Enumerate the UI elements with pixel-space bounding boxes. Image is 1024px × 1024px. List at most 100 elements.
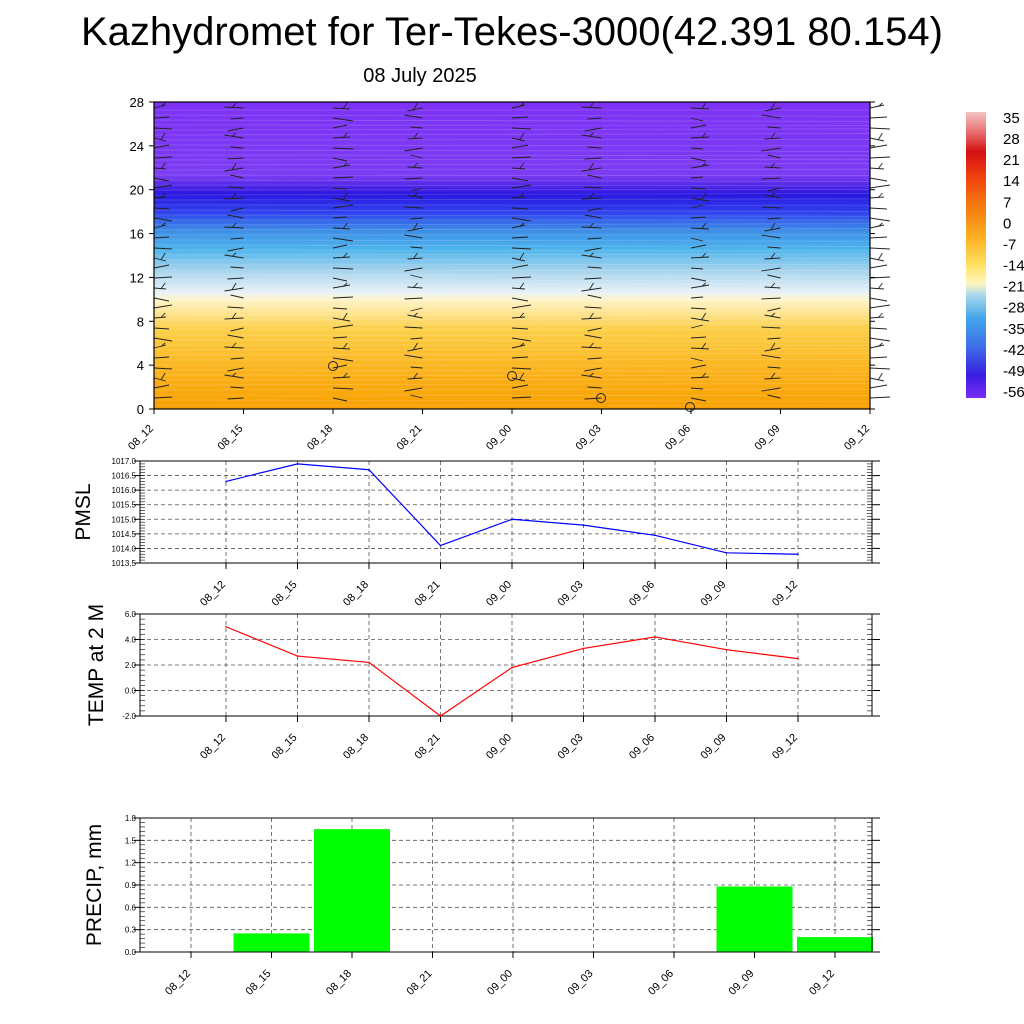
pmsl-chart: 1013.5 1014.0 1014.5 1015.0 1015.5 1016.0 1016… (72, 457, 880, 609)
wind-barb-flag (878, 162, 883, 169)
wind-barb-flag (770, 222, 776, 230)
y-tick-label: 0.0 (125, 687, 137, 696)
contour-line (153, 364, 871, 367)
wind-barb (404, 326, 423, 329)
wind-barb (869, 104, 885, 109)
colorbar-label: 28 (1003, 131, 1020, 148)
wind-barb-flag (342, 312, 348, 320)
wind-barb (511, 396, 532, 399)
wind-barb (690, 216, 707, 219)
wind-barb-flag (589, 342, 594, 348)
x-tick-label: 09_09 (753, 423, 783, 453)
wind-barb (332, 216, 348, 219)
wind-barb (227, 306, 244, 309)
wind-barb (869, 184, 891, 189)
wind-barb (230, 357, 244, 360)
x-tick-label: 08_21 (413, 732, 443, 762)
y-tick-label: 1013.5 (112, 559, 137, 568)
y-tick-label: 1015.5 (112, 501, 137, 510)
wind-barb (407, 286, 423, 289)
precip-chart: 0.0 0.3 0.6 0.9 1.2 1.5 1.8 08_12 08_15 08_18 08_2… (83, 814, 880, 998)
wind-barb (690, 157, 707, 162)
wind-barb (764, 314, 781, 319)
x-tick-label: 08_15 (270, 579, 300, 609)
pmsl-point (582, 524, 585, 526)
x-tick-label: 09_09 (727, 968, 757, 998)
y-tick-label: 28 (130, 95, 144, 110)
wind-barb (332, 256, 351, 259)
wind-barb (153, 264, 170, 269)
x-tick-label: 09_03 (556, 732, 586, 762)
wind-barb (511, 224, 526, 229)
wind-barb (764, 227, 781, 232)
wind-barb (869, 207, 888, 210)
wind-barb (764, 137, 781, 140)
contour-line (153, 388, 871, 391)
wind-barb (587, 294, 602, 299)
wind-barb (511, 177, 529, 182)
x-tick-label: 08_18 (305, 423, 335, 453)
wind-barb (584, 214, 602, 219)
wind-barb (153, 327, 170, 330)
wind-barb-flag (413, 252, 418, 259)
precip-bar (233, 933, 310, 952)
wind-barb-flag (231, 252, 237, 257)
calm-wind-circle (507, 371, 517, 381)
wind-barb (407, 227, 423, 232)
contour-line (153, 133, 871, 136)
wind-barb (332, 107, 351, 110)
y-tick-label: 24 (130, 139, 144, 154)
x-tick-label: 09_12 (842, 423, 872, 453)
temp-point (582, 647, 585, 650)
wind-barb (227, 277, 244, 280)
contour-line (153, 263, 871, 266)
wind-barb (153, 367, 173, 370)
wind-barb (410, 366, 423, 369)
wind-barb (584, 157, 602, 160)
wind-barb (869, 116, 888, 119)
contour-line (153, 348, 871, 351)
wind-barb (511, 304, 532, 309)
contour-line (153, 274, 871, 277)
wind-barb (407, 194, 423, 199)
wind-barb (767, 217, 781, 220)
wind-barb (761, 297, 781, 300)
wind-barb-flag (878, 282, 883, 289)
wind-barb (587, 357, 602, 360)
wind-barb (332, 376, 351, 379)
y-tick-label: 1.8 (125, 814, 137, 823)
wind-barb (767, 307, 781, 312)
wind-barb (407, 257, 423, 260)
wind-barb (153, 247, 173, 250)
wind-barb (581, 197, 602, 200)
wind-barb (764, 166, 781, 169)
wind-barb (690, 307, 707, 310)
wind-barb (511, 217, 532, 222)
y-tick-label: 0.3 (125, 926, 137, 935)
wind-barb (224, 197, 244, 200)
calm-wind-circle (328, 361, 338, 371)
wind-barb-flag (701, 282, 707, 287)
wind-barb (404, 147, 423, 152)
wind-barb (690, 117, 704, 122)
wind-barb-flag (413, 192, 418, 197)
wind-barb (511, 144, 529, 149)
wind-barb (332, 387, 354, 390)
wind-barb (332, 176, 354, 179)
wind-barb-flag (701, 192, 707, 200)
wind-barb-flag (519, 342, 525, 347)
wind-barb (407, 314, 423, 319)
precip-bar (314, 829, 390, 952)
y-tick-label: 1014.5 (112, 530, 137, 539)
colorbar-label: 35 (1003, 110, 1020, 127)
wind-barb (153, 196, 167, 199)
contour-line (153, 149, 871, 152)
wind-barb (332, 357, 354, 362)
wind-barb (153, 304, 173, 309)
wind-barb (230, 294, 244, 299)
contour-line (153, 209, 871, 212)
x-tick-label: 08_15 (244, 968, 274, 998)
y-tick-label: 8 (137, 314, 144, 329)
y-tick-label: 0.0 (125, 948, 137, 957)
wind-barb (153, 144, 170, 149)
